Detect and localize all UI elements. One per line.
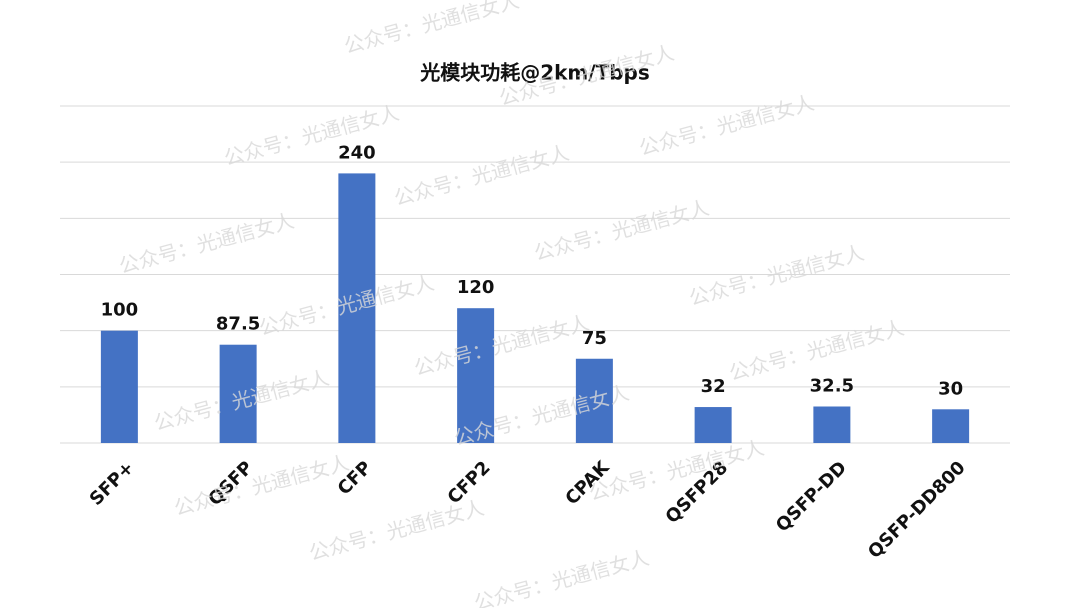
watermark: 公众号：光通信女人 [392,140,572,210]
bar [100,330,138,443]
data-label: 75 [582,328,607,349]
watermark: 公众号：光通信女人 [117,208,297,278]
bar [932,409,970,443]
data-label: 32.5 [810,375,854,396]
watermark: 公众号：光通信女人 [687,240,867,310]
data-label: 32 [701,376,726,397]
watermark: 公众号：光通信女人 [172,450,352,520]
data-label: 120 [457,277,495,298]
watermark: 公众号：光通信女人 [342,0,522,58]
x-tick-label: QSFP-DD800 [864,457,970,563]
chart-title: 光模块功耗@2km/Tbps [419,61,650,85]
watermark: 公众号：光通信女人 [412,310,592,380]
bar [338,173,376,443]
watermark: 公众号：光通信女人 [307,495,487,565]
bar [219,344,257,443]
data-label: 100 [101,300,139,321]
bar [457,308,495,443]
watermark: 公众号：光通信女人 [587,435,767,505]
data-label: 240 [338,142,376,163]
watermark: 公众号：光通信女人 [472,545,652,608]
watermark: 公众号：光通信女人 [637,90,817,160]
x-tick-label: QSFP-DD [772,457,851,536]
data-label: 87.5 [216,314,260,335]
data-label: 30 [938,378,963,399]
bar [813,406,851,443]
watermark: 公众号：光通信女人 [532,195,712,265]
bar [575,358,613,443]
bar [694,407,732,443]
x-tick-label: SFP+ [86,457,139,510]
